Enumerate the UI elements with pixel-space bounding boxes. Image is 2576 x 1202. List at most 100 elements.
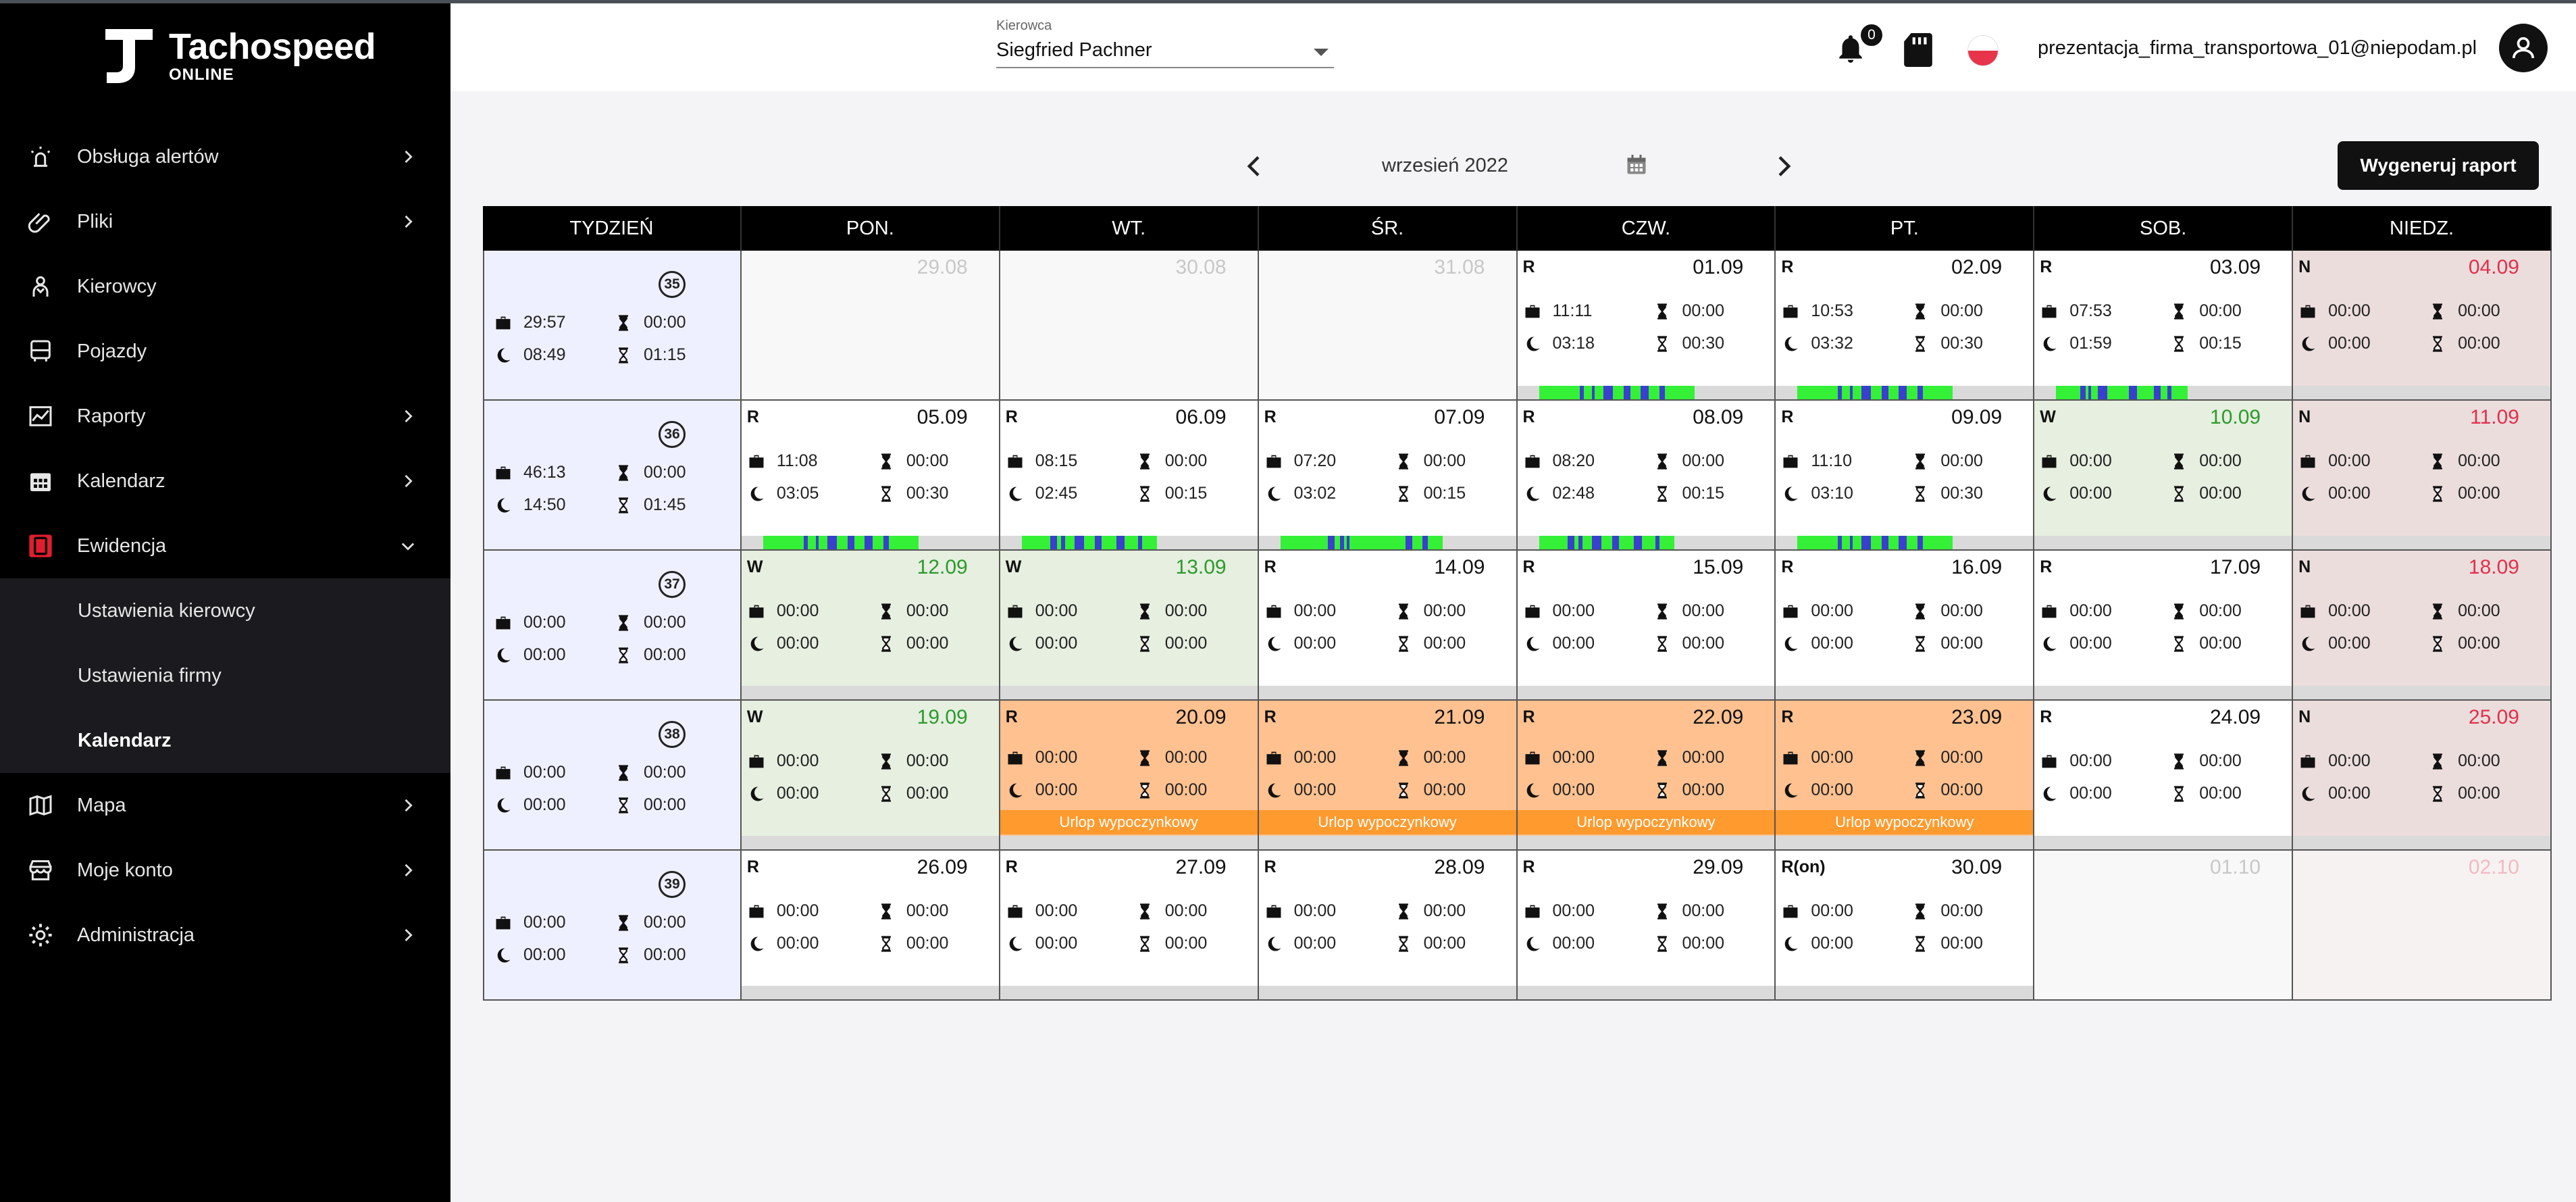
briefcase-icon [1264,749,1283,768]
day-cell[interactable]: R 07.09 07:20 03:02 00:00 00:15 [1258,401,1518,549]
moon-icon [1264,484,1283,503]
activity-driving-mark [1339,536,1344,549]
break-stat: 00:00 [2169,484,2242,503]
sidebar-item-1[interactable]: Pliki [0,189,450,254]
driver-select[interactable]: Kierowca Siegfried Pachner [996,18,1334,68]
bell-icon[interactable] [1834,32,1867,66]
hourglass-icon [1911,602,1930,621]
work-value: 46:13 [523,463,566,482]
hourglass-break-icon [1135,781,1154,800]
moon-icon [2298,334,2317,353]
day-cell[interactable]: R 16.09 00:00 00:00 00:00 00:00 [1776,551,2035,699]
language-flag-icon[interactable] [1968,36,1998,66]
day-code: R [2040,707,2053,726]
day-cell[interactable]: W 13.09 00:00 00:00 00:00 00:00 [1000,551,1259,699]
day-cell[interactable]: 31.08 [1258,251,1518,399]
day-cell[interactable]: R 14.09 00:00 00:00 00:00 00:00 [1258,551,1518,699]
day-cell[interactable]: R 17.09 00:00 00:00 00:00 00:00 [2034,551,2294,699]
sidebar-subitem-1[interactable]: Ustawienia firmy [78,664,222,686]
dropdown-arrow-icon [1314,49,1329,56]
logo[interactable]: Tachospeed ONLINE [101,25,376,86]
work-value: 00:00 [776,601,819,620]
moon-icon [1264,634,1283,653]
work-stat: 00:00 [2298,751,2371,771]
moon-icon [747,634,766,653]
day-cell[interactable]: R 05.09 11:08 03:05 00:00 00:30 [741,401,1000,549]
activity-bar [1517,386,1775,399]
day-cell[interactable]: 01.10 [2034,851,2294,999]
day-cell[interactable]: 02.10 [2293,851,2552,999]
chevron-right-icon [398,796,417,815]
driver-icon [24,270,57,303]
day-cell[interactable]: N 04.09 00:00 00:00 00:00 00:00 [2293,251,2552,399]
sidebar-item-5[interactable]: Kalendarz [0,449,450,514]
sidebar-item-2[interactable]: Kierowcy [0,254,450,319]
activity-driving-mark [1882,536,1889,549]
calendar-weeks: 35 29:57 08:49 00:00 01:15 29.08 30.08 31.08 R 01… [483,251,2552,1001]
work-value: 00:00 [1552,601,1595,620]
day-cell[interactable]: W 12.09 00:00 00:00 00:00 00:00 [741,551,1000,699]
activity-driving-mark [1640,386,1649,399]
day-cell[interactable]: R 24.09 00:00 00:00 00:00 00:00 [2034,701,2294,849]
activity-driving-mark [1603,386,1613,399]
day-cell[interactable]: R 22.09 00:00 00:00 00:00 00:00 Urlop wypoczyn… [1517,701,1776,849]
day-cell[interactable]: R 08.09 08:20 02:48 00:00 00:15 [1517,401,1776,549]
day-cell[interactable]: R 15.09 00:00 00:00 00:00 00:00 [1517,551,1776,699]
sidebar-item-3[interactable]: Pojazdy [0,319,450,384]
day-cell[interactable]: W 19.09 00:00 00:00 00:00 00:00 [741,701,1000,849]
chevron-left-icon[interactable] [1241,153,1268,180]
day-cell[interactable]: R 29.09 00:00 00:00 00:00 00:00 [1517,851,1776,999]
day-cell[interactable]: R 06.09 08:15 02:45 00:00 00:15 [1000,401,1259,549]
sidebar-item-6[interactable]: Ewidencja [0,514,450,578]
activity-bar [1776,836,2034,849]
sidebar-item-4[interactable]: Raporty [0,384,450,449]
generate-report-button[interactable]: Wygeneruj raport [2338,141,2539,190]
sidebar-item-8[interactable]: Moje konto [0,838,450,903]
sidebar-subitem-0[interactable]: Ustawienia kierowcy [78,599,255,622]
activity-bar [741,536,999,549]
day-cell[interactable]: W 10.09 00:00 00:00 00:00 00:00 [2034,401,2294,549]
day-code: N [2298,557,2311,576]
day-cell[interactable]: R 21.09 00:00 00:00 00:00 00:00 Urlop wypoczyn… [1258,701,1518,849]
hourglass-break-icon [877,484,896,503]
drive-stat: 00:00 [1394,451,1466,471]
activity-driving-mark [1327,536,1335,549]
day-cell[interactable]: R 03.09 07:53 01:59 00:00 00:15 [2034,251,2294,399]
activity-driving-mark [1612,536,1619,549]
activity-driving-mark [1655,536,1659,549]
rest-value: 00:00 [2328,484,2371,503]
sd-card-icon[interactable] [1904,33,1932,67]
day-cell[interactable]: R 09.09 11:10 03:10 00:00 00:30 [1776,401,2035,549]
moon-icon [1006,934,1025,953]
day-cell[interactable]: N 25.09 00:00 00:00 00:00 00:00 [2293,701,2552,849]
day-cell[interactable]: R 01.09 11:11 03:18 00:00 00:30 [1517,251,1776,399]
activity-bar [2293,686,2550,699]
calendar-picker-icon[interactable] [1624,153,1649,177]
sidebar-item-0[interactable]: Obsługa alertów [0,124,450,189]
sidebar-subitem-2[interactable]: Kalendarz [78,729,172,751]
driver-value[interactable]: Siegfried Pachner [996,39,1334,68]
day-cell[interactable]: R 26.09 00:00 00:00 00:00 00:00 [741,851,1000,999]
day-cell[interactable]: 29.08 [741,251,1000,399]
rest-stat: 00:00 [1264,934,1336,953]
day-cell[interactable]: R 20.09 00:00 00:00 00:00 00:00 Urlop wypoczyn… [1000,701,1259,849]
day-cell[interactable]: R 27.09 00:00 00:00 00:00 00:00 [1000,851,1259,999]
sidebar-item-7[interactable]: Mapa [0,773,450,838]
activity-bar [1000,686,1258,699]
day-cell[interactable]: N 18.09 00:00 00:00 00:00 00:00 [2293,551,2552,699]
day-cell[interactable]: 30.08 [1000,251,1259,399]
chevron-right-icon[interactable] [1770,153,1797,180]
day-cell[interactable]: R(on) 30.09 00:00 00:00 00:00 00:00 [1776,851,2035,999]
day-cell[interactable]: R 23.09 00:00 00:00 00:00 00:00 Urlop wypoczyn… [1776,701,2035,849]
sidebar-item-9[interactable]: Administracja [0,903,450,968]
day-cell[interactable]: R 02.09 10:53 03:32 00:00 00:30 [1776,251,2035,399]
moon-icon [2040,784,2059,803]
rest-stat: 00:00 [2298,484,2371,503]
activity-driving-mark [2154,386,2161,399]
rest-value: 00:00 [1293,634,1337,653]
drive-value: 00:00 [1164,901,1208,920]
day-date: 15.09 [1693,556,1744,578]
day-cell[interactable]: R 28.09 00:00 00:00 00:00 00:00 [1258,851,1518,999]
day-cell[interactable]: N 11.09 00:00 00:00 00:00 00:00 [2293,401,2552,549]
avatar[interactable] [2499,24,2548,72]
